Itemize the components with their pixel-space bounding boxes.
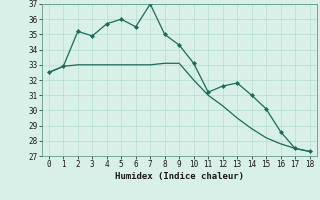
X-axis label: Humidex (Indice chaleur): Humidex (Indice chaleur): [115, 172, 244, 181]
